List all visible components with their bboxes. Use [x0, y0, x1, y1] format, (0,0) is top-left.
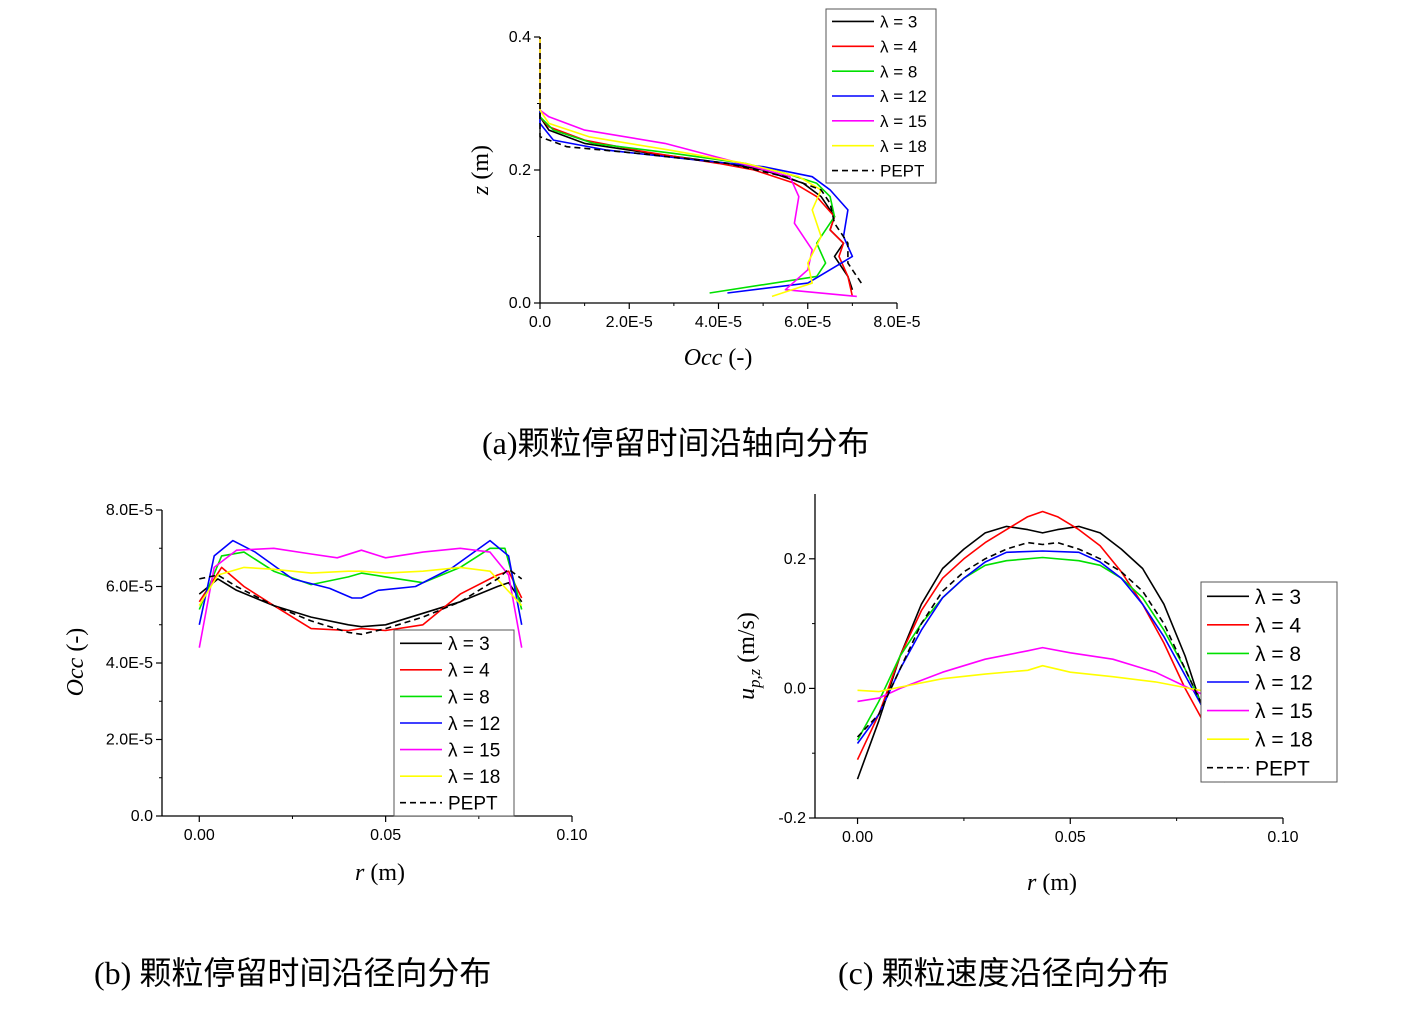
- series-line: [856, 556, 1227, 761]
- x-tick-label: 6.0E-5: [784, 314, 831, 331]
- y-tick-label: 0.2: [509, 162, 531, 179]
- x-tick-label: 2.0E-5: [606, 314, 653, 331]
- y-tick-label: 0.0: [784, 680, 806, 697]
- series-line: [539, 37, 854, 294]
- y-tick-label: 4.0E-5: [106, 655, 153, 672]
- series-line: [198, 539, 523, 625]
- legend-label: λ = 3: [880, 13, 917, 32]
- legend-label: PEPT: [448, 794, 498, 815]
- x-axis-label: r (m): [355, 860, 405, 886]
- x-tick-label: 0.10: [556, 827, 587, 844]
- series-line: [856, 541, 1227, 738]
- legend-label: λ = 12: [880, 87, 927, 106]
- legend-label: λ = 15: [880, 112, 927, 131]
- chart-b: 0.00 0.05 0.10 0.0 2.0E-5 4.0E-5 6.0E-5 8.0E-5 λ…: [63, 502, 588, 886]
- y-tick-label: 0.2: [784, 551, 806, 568]
- caption-c: (c) 颗粒速度沿径向分布: [838, 955, 1170, 991]
- y-axis-label: z (m): [468, 145, 494, 196]
- x-tick-label: 0.00: [184, 827, 215, 844]
- x-tick-label: 8.0E-5: [873, 314, 920, 331]
- legend-label: λ = 4: [448, 661, 490, 682]
- series-line: [857, 664, 1226, 694]
- y-axis-label: up,z (m/s): [734, 612, 764, 700]
- y-tick-label: 2.0E-5: [106, 732, 153, 749]
- chart-c: 0.00 0.05 0.10 -0.2 0.0 0.2 λ = 3 λ = 4 λ = 8 λ =…: [734, 494, 1338, 896]
- legend-label: PEPT: [1255, 757, 1310, 780]
- legend-label: λ = 18: [1255, 729, 1313, 752]
- x-tick-label: 0.0: [529, 314, 551, 331]
- series-line: [539, 37, 862, 284]
- legend-label: λ = 12: [448, 714, 500, 735]
- legend-label: λ = 3: [1255, 586, 1301, 609]
- legend-label: λ = 8: [448, 687, 490, 708]
- series-line: [198, 547, 523, 648]
- series-line: [539, 37, 836, 294]
- y-tick-label: -0.2: [778, 810, 806, 827]
- legend-label: λ = 18: [880, 137, 927, 156]
- caption-b: (b) 颗粒停留时间沿径向分布: [94, 955, 492, 991]
- series-line: [856, 525, 1227, 783]
- legend-label: λ = 3: [448, 634, 490, 655]
- x-tick-label: 4.0E-5: [695, 314, 742, 331]
- legend-label: λ = 15: [448, 740, 500, 761]
- y-tick-label: 0.4: [509, 29, 531, 46]
- series-line: [199, 568, 523, 636]
- y-tick-label: 0.0: [509, 295, 531, 312]
- x-tick-label: 0.10: [1267, 829, 1298, 846]
- x-axis-label: r (m): [1027, 870, 1077, 896]
- legend-label: λ = 15: [1255, 700, 1313, 723]
- series-line: [539, 37, 822, 298]
- x-tick-label: 0.05: [1055, 829, 1086, 846]
- x-tick-label: 0.05: [370, 827, 401, 844]
- y-tick-label: 8.0E-5: [106, 502, 153, 519]
- x-axis-label: Occ (-): [684, 345, 753, 371]
- series-line: [539, 37, 857, 298]
- series-line: [198, 578, 523, 628]
- series-line: [198, 547, 523, 610]
- series-line: [539, 37, 854, 290]
- y-axis-label: Occ (-): [63, 628, 89, 697]
- x-tick-label: 0.00: [842, 829, 873, 846]
- legend-label: λ = 8: [1255, 643, 1301, 666]
- y-tick-label: 0.0: [131, 808, 153, 825]
- series-line: [856, 510, 1227, 761]
- legend-label: PEPT: [880, 162, 924, 181]
- legend-label: λ = 18: [448, 767, 500, 788]
- series-line: [539, 37, 854, 297]
- legend-label: λ = 4: [1255, 614, 1301, 637]
- series-line: [198, 566, 523, 607]
- y-tick-label: 6.0E-5: [106, 579, 153, 596]
- caption-a: (a)颗粒停留时间沿轴向分布: [482, 425, 870, 461]
- legend-label: λ = 4: [880, 37, 917, 56]
- legend-label: λ = 8: [880, 62, 917, 81]
- chart-a: 0.0 2.0E-5 4.0E-5 6.0E-5 8.0E-5 0.0 0.2 0.4 λ = …: [468, 8, 937, 371]
- series-line: [198, 566, 523, 632]
- series-line: [856, 550, 1227, 744]
- legend-label: λ = 12: [1255, 672, 1313, 695]
